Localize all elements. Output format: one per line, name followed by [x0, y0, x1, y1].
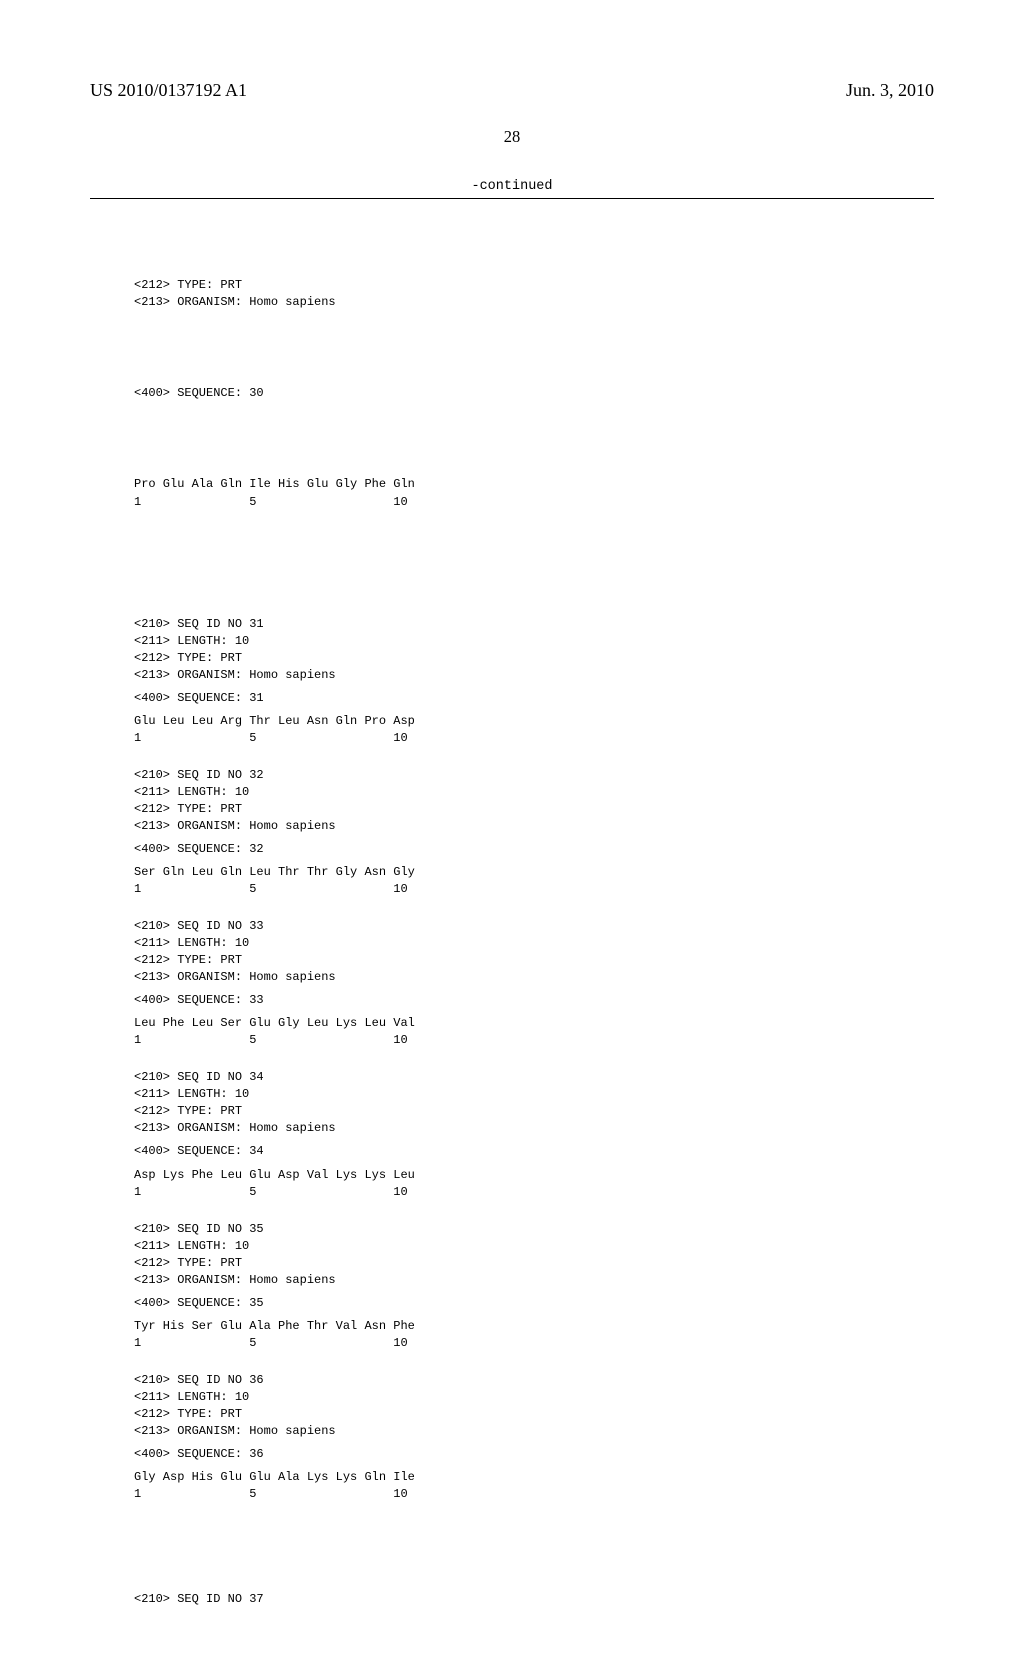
residue-line: Gly Asp His Glu Glu Ala Lys Lys Gln Ile: [134, 1469, 934, 1486]
seq-400-header: <400> SEQUENCE: 35: [134, 1295, 934, 1312]
position-line: 1 5 10: [134, 730, 934, 747]
sequence-blocks-container: <210> SEQ ID NO 31 <211> LENGTH: 10 <212…: [134, 616, 934, 1503]
seq-400-header: <400> SEQUENCE: 32: [134, 841, 934, 858]
sequence-block: <210> SEQ ID NO 34 <211> LENGTH: 10 <212…: [134, 1069, 934, 1200]
patent-page: US 2010/0137192 A1 Jun. 3, 2010 28 -cont…: [0, 0, 1024, 1320]
sequence-row: Gly Asp His Glu Glu Ala Lys Lys Gln Ile1…: [134, 1469, 934, 1503]
page-number: 28: [90, 127, 934, 147]
sequence-listing: <212> TYPE: PRT <213> ORGANISM: Homo sap…: [134, 209, 934, 1665]
residue-line: Asp Lys Phe Leu Glu Asp Val Lys Lys Leu: [134, 1167, 934, 1184]
position-line: 1 5 10: [134, 1184, 934, 1201]
position-line: 1 5 10: [134, 881, 934, 898]
residue-line: Tyr His Ser Glu Ala Phe Thr Val Asn Phe: [134, 1318, 934, 1335]
position-line: 1 5 10: [134, 495, 408, 509]
continued-label: -continued: [90, 179, 934, 194]
seq-400-header: <400> SEQUENCE: 33: [134, 992, 934, 1009]
header-line: <210> SEQ ID NO 37: [134, 1592, 264, 1606]
sequence-block: <210> SEQ ID NO 35 <211> LENGTH: 10 <212…: [134, 1221, 934, 1352]
sequence-block: <210> SEQ ID NO 32 <211> LENGTH: 10 <212…: [134, 767, 934, 898]
seq-210-213-header: <210> SEQ ID NO 36 <211> LENGTH: 10 <212…: [134, 1372, 934, 1440]
horizontal-rule: [90, 198, 934, 199]
seq-210-213-header: <210> SEQ ID NO 35 <211> LENGTH: 10 <212…: [134, 1221, 934, 1289]
residue-line: Leu Phe Leu Ser Glu Gly Leu Lys Leu Val: [134, 1015, 934, 1032]
page-header: US 2010/0137192 A1 Jun. 3, 2010: [90, 80, 934, 101]
residue-line: Ser Gln Leu Gln Leu Thr Thr Gly Asn Gly: [134, 864, 934, 881]
publication-number: US 2010/0137192 A1: [90, 80, 247, 101]
seq-210-213-header: <210> SEQ ID NO 34 <211> LENGTH: 10 <212…: [134, 1069, 934, 1137]
sequence-row: Ser Gln Leu Gln Leu Thr Thr Gly Asn Gly1…: [134, 864, 934, 898]
sequence-row: Glu Leu Leu Arg Thr Leu Asn Gln Pro Asp1…: [134, 713, 934, 747]
header-line: <213> ORGANISM: Homo sapiens: [134, 295, 336, 309]
seq-400-header: <400> SEQUENCE: 30: [134, 368, 934, 419]
seq-210-213-header: <210> SEQ ID NO 33 <211> LENGTH: 10 <212…: [134, 918, 934, 986]
trailing-seq-id: <210> SEQ ID NO 37: [134, 1574, 934, 1625]
sequence-row: Tyr His Ser Glu Ala Phe Thr Val Asn Phe1…: [134, 1318, 934, 1352]
sequence-block: <210> SEQ ID NO 36 <211> LENGTH: 10 <212…: [134, 1372, 934, 1503]
seq-400-header: <400> SEQUENCE: 31: [134, 690, 934, 707]
sequence-block: <210> SEQ ID NO 31 <211> LENGTH: 10 <212…: [134, 616, 934, 747]
residue-line: Glu Leu Leu Arg Thr Leu Asn Gln Pro Asp: [134, 713, 934, 730]
header-line: <212> TYPE: PRT: [134, 278, 242, 292]
position-line: 1 5 10: [134, 1335, 934, 1352]
sequence-row: Leu Phe Leu Ser Glu Gly Leu Lys Leu Val1…: [134, 1015, 934, 1049]
position-line: 1 5 10: [134, 1486, 934, 1503]
seq-continuation-header: <212> TYPE: PRT <213> ORGANISM: Homo sap…: [134, 260, 934, 328]
seq-400-header: <400> SEQUENCE: 36: [134, 1446, 934, 1463]
publication-date: Jun. 3, 2010: [846, 80, 934, 101]
seq-210-213-header: <210> SEQ ID NO 31 <211> LENGTH: 10 <212…: [134, 616, 934, 684]
seq-400-header: <400> SEQUENCE: 34: [134, 1143, 934, 1160]
sequence-header-line: <400> SEQUENCE: 30: [134, 386, 264, 400]
sequence-row: Asp Lys Phe Leu Glu Asp Val Lys Lys Leu1…: [134, 1167, 934, 1201]
seq-210-213-header: <210> SEQ ID NO 32 <211> LENGTH: 10 <212…: [134, 767, 934, 835]
position-line: 1 5 10: [134, 1032, 934, 1049]
residue-line: Pro Glu Ala Gln Ile His Glu Gly Phe Gln: [134, 477, 415, 491]
sequence-row: Pro Glu Ala Gln Ile His Glu Gly Phe Gln …: [134, 459, 934, 527]
sequence-block: <210> SEQ ID NO 33 <211> LENGTH: 10 <212…: [134, 918, 934, 1049]
